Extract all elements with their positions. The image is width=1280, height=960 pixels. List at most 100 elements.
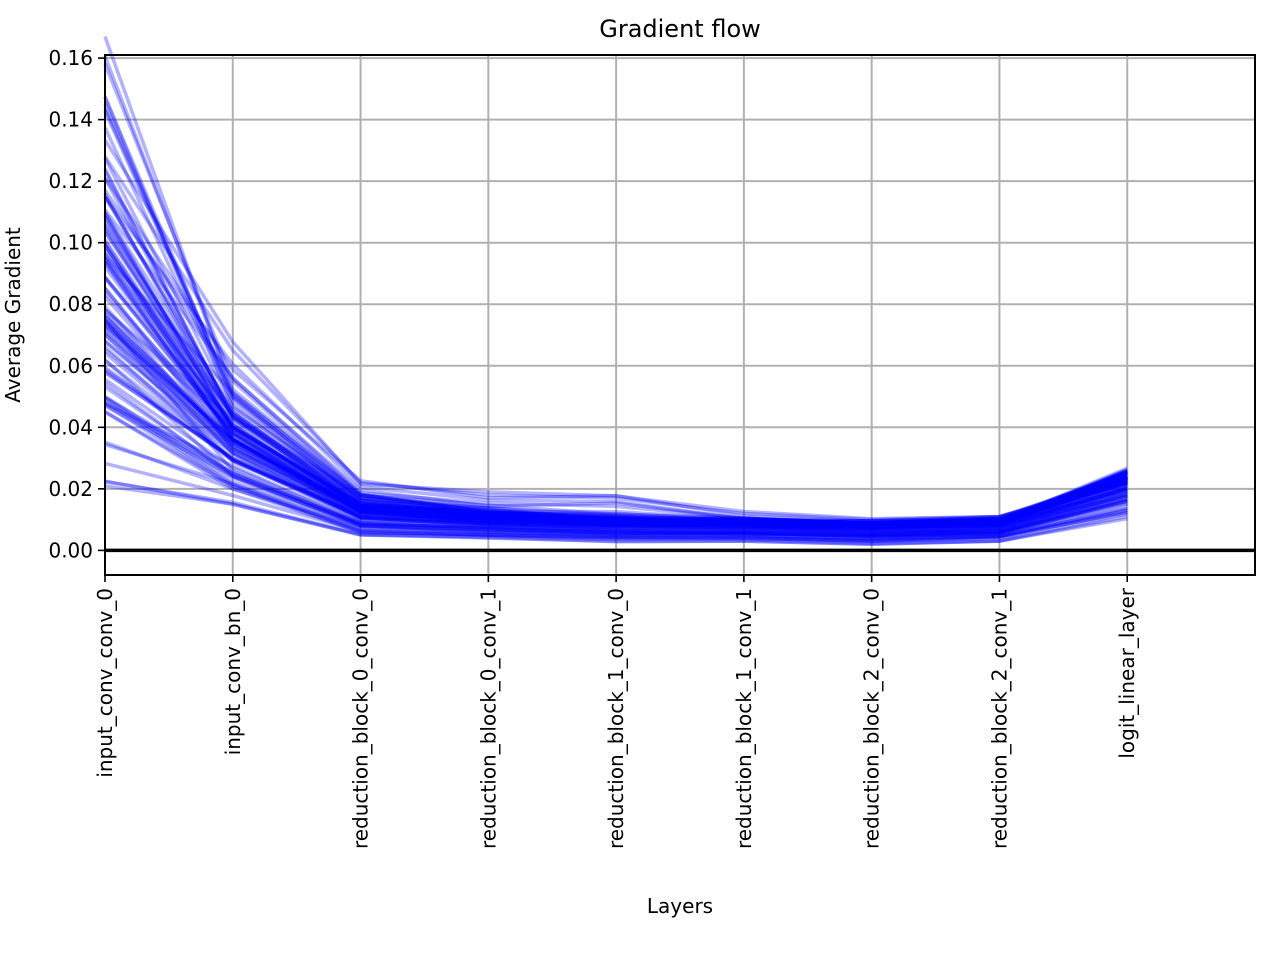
series-line	[103, 211, 1128, 525]
series-line	[104, 370, 1128, 531]
series-line	[103, 358, 1128, 538]
series-line	[104, 479, 1128, 546]
series-line	[103, 252, 1128, 527]
series-line	[103, 107, 1128, 530]
series-line	[104, 395, 1128, 538]
series-line	[103, 231, 1128, 525]
series-line	[103, 351, 1128, 537]
series-line	[103, 319, 1128, 535]
y-tick-label: 0.10	[48, 231, 93, 255]
y-tick-label: 0.02	[48, 477, 93, 501]
plot-frame	[104, 54, 1256, 576]
x-tick-label: reduction_block_1_conv_0	[604, 588, 628, 849]
series-line	[103, 35, 1128, 527]
series-line	[103, 318, 1128, 540]
series-line	[103, 333, 1128, 532]
series-line	[103, 126, 1128, 527]
series-line	[103, 167, 1128, 525]
series-line	[103, 238, 1128, 528]
series-line	[104, 461, 1128, 544]
series-line	[103, 359, 1128, 529]
series-line	[104, 395, 1128, 539]
x-axis: input_conv_conv_0 input_conv_bn_0 reductio…	[93, 575, 1139, 849]
series-line	[103, 348, 1128, 535]
series-line	[103, 381, 1128, 538]
series-line	[103, 103, 1128, 525]
y-tick-label: 0.08	[48, 292, 93, 316]
series-line	[103, 157, 1128, 530]
series-line	[103, 276, 1128, 526]
series-line	[104, 442, 1128, 540]
series-line	[103, 196, 1128, 524]
series-line	[104, 377, 1128, 537]
chart-title: Gradient flow	[599, 15, 761, 43]
series-line	[103, 244, 1128, 527]
grid-lines	[104, 55, 1255, 575]
series-lines	[103, 35, 1128, 546]
series-line	[103, 189, 1128, 525]
series-line	[103, 295, 1128, 528]
series-line	[103, 260, 1128, 530]
series-line	[103, 195, 1128, 525]
series-line	[104, 401, 1128, 536]
series-line	[104, 402, 1128, 543]
series-line	[103, 177, 1128, 526]
series-line	[104, 396, 1128, 539]
series-line	[103, 176, 1128, 524]
series-line	[103, 318, 1128, 530]
series-line	[104, 484, 1128, 546]
series-line	[103, 328, 1128, 530]
series-line	[103, 254, 1128, 527]
series-line	[103, 308, 1128, 531]
series-line	[103, 291, 1128, 534]
series-line	[103, 192, 1128, 527]
series-line	[103, 208, 1128, 526]
x-tick-label: input_conv_bn_0	[221, 588, 245, 755]
series-line	[103, 367, 1128, 529]
series-line	[103, 276, 1128, 531]
series-line	[103, 216, 1128, 527]
series-line	[104, 401, 1128, 537]
y-tick-label: 0.16	[48, 46, 93, 70]
series-line	[103, 244, 1128, 534]
series-line	[103, 339, 1128, 530]
y-tick-label: 0.14	[48, 108, 93, 132]
series-line	[103, 330, 1128, 530]
y-tick-label: 0.06	[48, 354, 93, 378]
series-line	[103, 55, 1128, 527]
series-line	[103, 339, 1128, 528]
series-line	[103, 243, 1128, 534]
x-axis-label: Layers	[647, 894, 713, 918]
series-line	[103, 318, 1128, 528]
x-tick-label: input_conv_conv_0	[93, 588, 117, 778]
series-line	[103, 312, 1128, 528]
series-line	[103, 138, 1128, 521]
series-line	[103, 324, 1128, 529]
series-line	[103, 345, 1128, 532]
x-tick-label: reduction_block_2_conv_1	[987, 588, 1011, 849]
series-line	[104, 385, 1128, 539]
series-line	[103, 240, 1128, 524]
series-line	[103, 287, 1128, 528]
series-line	[104, 410, 1128, 543]
series-line	[103, 249, 1128, 528]
series-line	[103, 214, 1128, 525]
series-line	[104, 479, 1128, 546]
series-line	[103, 63, 1128, 528]
series-line	[103, 286, 1128, 529]
series-line	[103, 96, 1128, 525]
series-line	[103, 224, 1128, 528]
series-line	[103, 320, 1128, 531]
y-axis-label: Average Gradient	[1, 227, 25, 403]
series-line	[103, 226, 1128, 525]
series-line	[103, 266, 1128, 526]
series-line	[103, 275, 1128, 525]
series-line	[103, 229, 1128, 527]
x-tick-label: reduction_block_2_conv_0	[860, 588, 884, 849]
series-line	[104, 410, 1128, 543]
series-line	[103, 324, 1128, 530]
series-line	[103, 195, 1128, 525]
series-line	[103, 314, 1128, 529]
series-line	[103, 257, 1128, 525]
